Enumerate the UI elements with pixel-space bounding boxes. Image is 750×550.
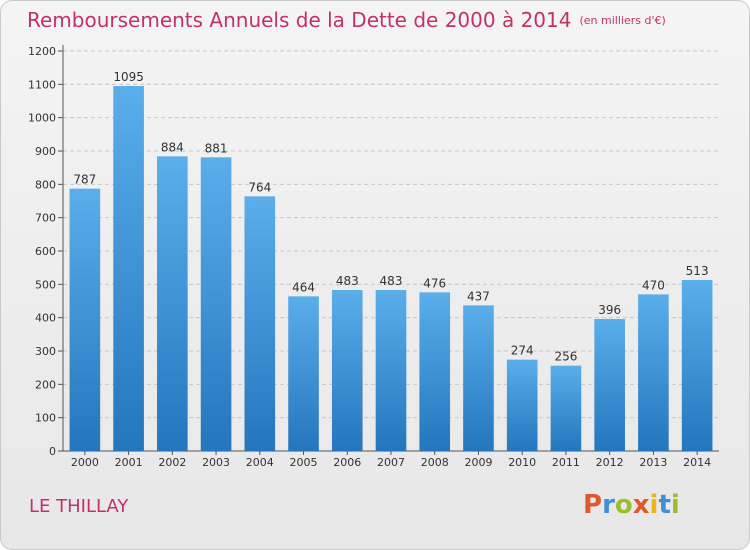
value-label: 483 [380,274,403,288]
x-tick-label: 2005 [290,456,318,469]
x-tick-label: 2003 [202,456,230,469]
bar-2007 [375,290,407,451]
value-label: 787 [73,173,96,187]
chart-title: Remboursements Annuels de la Dette de 20… [27,8,666,32]
value-label: 470 [642,278,665,292]
x-tick-label: 2008 [421,456,449,469]
bar-2005 [288,296,319,451]
value-label: 884 [161,140,184,154]
bar-2011 [550,365,582,451]
value-label: 437 [467,289,490,303]
x-tick-label: 2006 [333,456,361,469]
bar-2014 [681,280,713,451]
y-tick-label: 0 [49,445,56,458]
bar-2006 [331,290,363,451]
bar-2004 [244,196,276,451]
proxiti-logo[interactable]: Proxiti [583,490,680,520]
y-tick-label: 1200 [28,45,56,58]
bar-2013 [638,294,669,451]
value-label: 1095 [113,70,144,84]
x-tick-label: 2012 [596,456,624,469]
bar-2002 [157,156,188,452]
x-tick-label: 2004 [246,456,274,469]
town-name: LE THILLAY [29,496,129,517]
x-tick-label: 2010 [508,456,536,469]
bar-2008 [419,292,451,451]
logo-letter: i [649,490,659,520]
chart-unit: (en milliers d'€) [579,14,666,27]
bar-2001 [113,86,144,451]
x-tick-label: 2013 [639,456,667,469]
x-tick-label: 2007 [377,456,405,469]
logo-letter: x [632,490,650,520]
value-label: 476 [423,276,446,290]
logo-letter: r [602,490,615,520]
value-label: 764 [248,180,271,194]
y-tick-label: 900 [35,145,56,158]
value-label: 464 [292,280,315,294]
value-label: 396 [598,303,621,317]
x-tick-label: 2011 [552,456,580,469]
logo-letter: t [658,490,671,520]
bar-2003 [200,157,232,452]
logo-letter: i [670,490,680,520]
y-tick-label: 800 [35,178,56,191]
x-tick-label: 2001 [115,456,143,469]
bar-2012 [594,319,625,451]
logo-letter: o [614,490,633,520]
bar-2010 [506,359,538,451]
value-label: 513 [686,264,709,278]
bar-2009 [463,305,494,451]
value-label: 483 [336,274,359,288]
y-tick-label: 700 [35,212,56,225]
bars [69,86,713,452]
x-tick-label: 2002 [158,456,186,469]
value-label: 881 [205,141,228,155]
logo-letter: P [583,490,603,520]
chart-title-text: Remboursements Annuels de la Dette de 20… [27,8,572,32]
y-tick-label: 300 [35,345,56,358]
y-tick-label: 200 [35,378,56,391]
y-tick-label: 600 [35,245,56,258]
value-label: 274 [511,344,534,358]
axes: 0 100 200 300 400 500 600 700 800 900 1000 1100 1200 [28,45,719,458]
y-tick-label: 500 [35,278,56,291]
value-label: 256 [554,350,577,364]
x-tick-label: 2014 [683,456,711,469]
y-tick-label: 100 [35,412,56,425]
bar-2000 [69,188,101,451]
labels: 787 2000 1095 2001 884 2002 881 2003 764 2004 464 2… [71,70,711,469]
x-tick-label: 2000 [71,456,99,469]
x-tick-label: 2009 [464,456,492,469]
y-tick-label: 1000 [28,112,56,125]
y-tick-label: 1100 [28,78,56,91]
y-tick-label: 400 [35,312,56,325]
